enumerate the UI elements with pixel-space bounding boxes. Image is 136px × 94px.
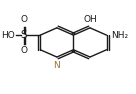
Text: N: N [53,61,60,70]
Text: O: O [20,46,27,55]
Text: S: S [20,30,27,40]
Text: O: O [20,15,27,24]
Text: NH₂: NH₂ [111,31,129,40]
Text: OH: OH [83,15,97,24]
Text: HO: HO [1,31,15,40]
